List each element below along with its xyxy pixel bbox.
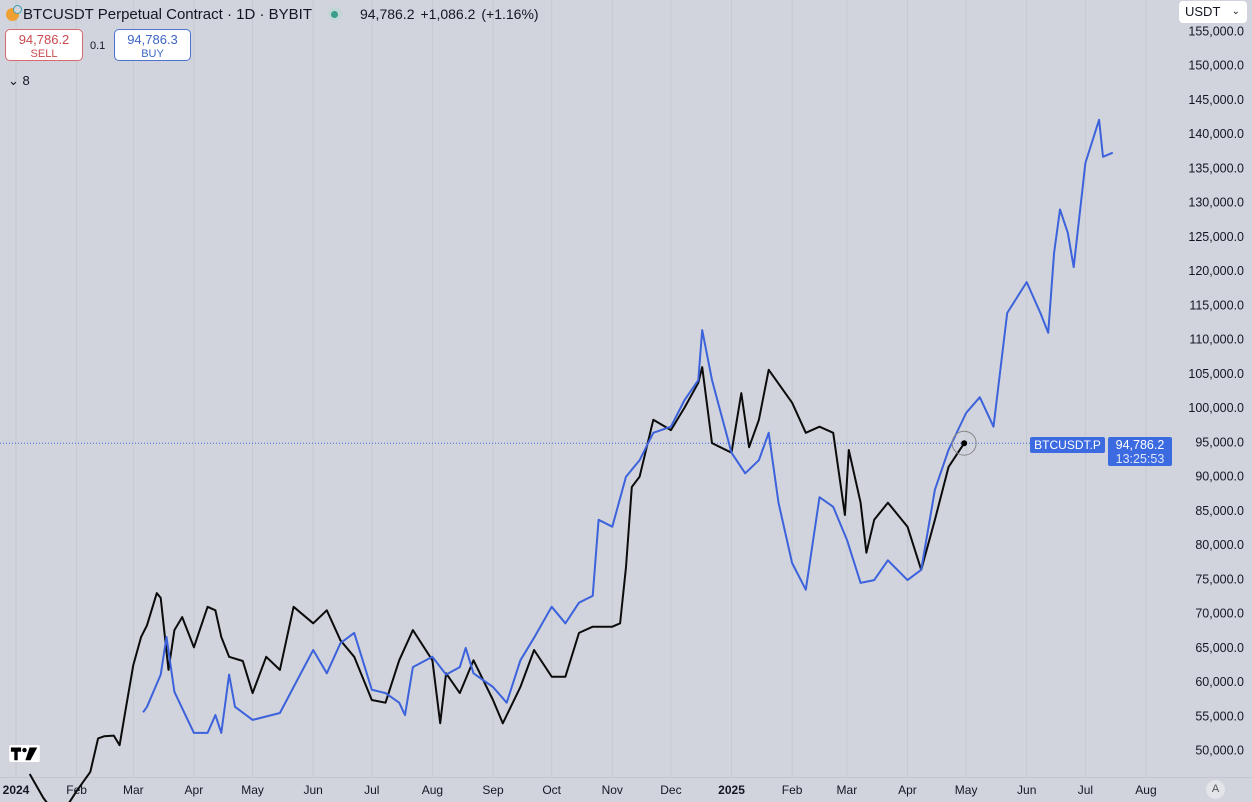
buy-price: 94,786.3 [127,32,178,47]
sell-button[interactable]: 94,786.2 SELL [5,29,83,61]
y-tick-label: 120,000.0 [1188,264,1244,278]
y-tick-label: 125,000.0 [1188,230,1244,244]
chevron-down-icon: ⌄ [8,73,19,88]
last-price-tag: 94,786.2 13:25:53 [1108,437,1172,466]
indicators-count: 8 [22,73,30,88]
y-tick-label: 95,000.0 [1195,435,1244,449]
chart-header: BTCUSDT Perpetual Contract · 1D · BYBIT … [6,4,545,24]
price-summary: 94,786.2 +1,086.2 (+1.16%) [360,6,545,22]
price-change: +1,086.2 [420,6,476,22]
x-tick-label: 2024 [3,783,30,797]
bar-countdown: 13:25:53 [1115,452,1165,466]
x-tick-label: Feb [782,783,803,797]
sell-label: SELL [30,48,58,60]
series-group [28,118,1114,802]
market-open-dot-icon [327,7,342,21]
buy-label: BUY [141,48,164,60]
y-tick-label: 100,000.0 [1188,401,1244,415]
symbol-title[interactable]: BTCUSDT Perpetual Contract · 1D · BYBIT [23,5,312,23]
y-tick-label: 140,000.0 [1188,127,1244,141]
y-tick-label: 70,000.0 [1195,607,1244,621]
buy-button[interactable]: 94,786.3 BUY [114,29,191,61]
y-tick-label: 55,000.0 [1195,709,1244,723]
currency-select[interactable]: USDT ⌄ [1179,1,1247,23]
auto-scale-button[interactable]: A [1206,780,1225,799]
blue-price-series-line [142,118,1114,734]
x-tick-label: Aug [422,783,443,797]
black-price-series-line [28,366,966,802]
x-tick-label: May [241,783,264,797]
y-tick-label: 80,000.0 [1195,538,1244,552]
y-tick-label: 90,000.0 [1195,470,1244,484]
currency-value: USDT [1185,4,1221,19]
y-tick-label: 130,000.0 [1188,196,1244,210]
y-tick-label: 50,000.0 [1195,744,1244,758]
y-tick-label: 110,000.0 [1189,333,1244,347]
price-axis[interactable]: 155,000.0 150,000.0 145,000.0 140,000.0 135,… [1188,24,1244,757]
y-tick-label: 135,000.0 [1188,161,1244,175]
x-tick-label: May [955,783,978,797]
price-change-percent: (+1.16%) [481,6,539,22]
x-tick-label: Mar [123,783,144,797]
y-tick-label: 115,000.0 [1189,298,1244,312]
x-tick-label: Mar [837,783,858,797]
tradingview-logo-icon[interactable] [8,745,41,762]
x-tick-label: Jul [364,783,379,797]
symbol-price-tag: BTCUSDT.P [1030,437,1105,453]
last-price: 94,786.2 [359,6,415,22]
x-tick-label: Jun [303,783,322,797]
x-tick-label: Nov [602,783,623,797]
y-tick-label: 145,000.0 [1188,93,1244,107]
y-tick-label: 65,000.0 [1195,641,1244,655]
spread-value: 0.1 [90,40,106,52]
last-bar-highlight-circle [951,430,977,456]
y-tick-label: 85,000.0 [1195,504,1244,518]
sell-price: 94,786.2 [18,32,70,47]
last-bar-dot [961,440,968,447]
x-tick-label: Apr [185,783,204,797]
x-tick-label: Dec [660,783,681,797]
x-tick-label: Jun [1017,783,1036,797]
indicators-toggle[interactable]: ⌄ 8 [8,73,30,89]
time-axis[interactable]: 2024 Feb Mar Apr May Jun Jul Aug Sep Oct Nov Dec 202… [3,783,1157,797]
y-tick-label: 150,000.0 [1188,59,1244,73]
chevron-down-icon: ⌄ [1231,6,1240,17]
y-tick-label: 60,000.0 [1195,675,1244,689]
x-tick-label: Jul [1078,783,1093,797]
grid-lines [15,0,1147,777]
y-tick-label: 105,000.0 [1188,367,1244,381]
x-tick-label: Sep [482,783,504,797]
y-tick-label: 75,000.0 [1195,572,1244,586]
y-tick-label: 155,000.0 [1188,24,1244,38]
x-tick-label: 2025 [718,783,745,797]
bitcoin-coin-icon [6,4,22,21]
last-price-tag-value: 94,786.2 [1115,438,1165,452]
x-tick-label: Aug [1135,783,1156,797]
x-tick-label: Oct [542,783,561,797]
x-tick-label: Apr [898,783,917,797]
